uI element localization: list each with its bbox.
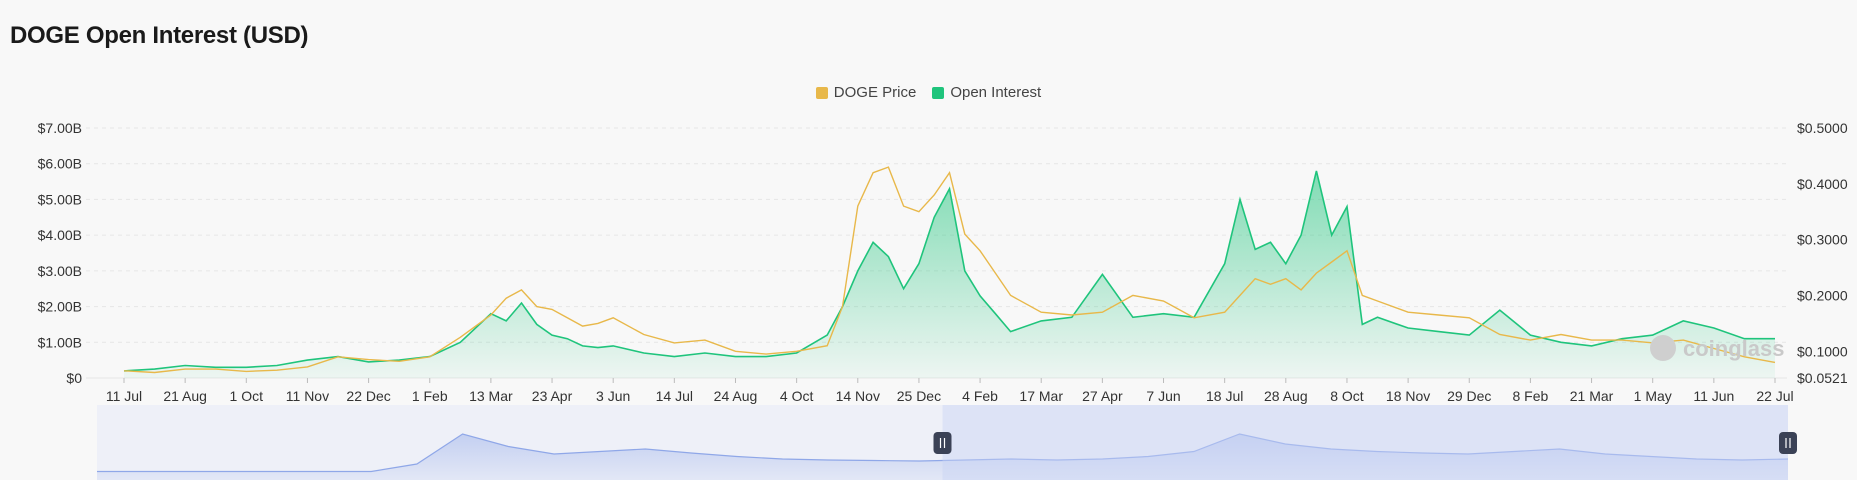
y-right-tick-label: $0.5000	[1797, 120, 1848, 136]
page-title: DOGE Open Interest (USD)	[10, 22, 309, 49]
x-tick-label: 22 Jul	[1756, 388, 1793, 404]
navigator-area	[97, 434, 1788, 480]
legend-swatch-open-interest	[932, 86, 945, 99]
navigator-selection	[942, 405, 1788, 480]
x-tick-label: 11 Jul	[106, 388, 142, 404]
x-tick-label: 29 Dec	[1447, 388, 1491, 404]
x-tick-label: 14 Jul	[656, 388, 693, 404]
x-tick-label: 11 Nov	[286, 388, 329, 404]
x-tick-label: 4 Feb	[962, 388, 998, 404]
series-layer	[123, 166, 1776, 378]
y-left-tick-label: $3.00B	[38, 263, 82, 279]
x-tick-label: 8 Feb	[1513, 388, 1549, 404]
navigator[interactable]	[97, 405, 1797, 480]
navigator-handle-left[interactable]	[933, 432, 952, 454]
legend-swatch-price	[815, 86, 828, 99]
x-axis: 11 Jul 21 Aug 1 Oct 11 Nov 22 Dec 1 Feb 13 Mar…	[106, 378, 1794, 404]
x-tick-label: 4 Oct	[780, 388, 814, 404]
series-open-interest-area	[124, 170, 1775, 378]
coinglass-logo-icon	[1650, 335, 1676, 361]
y-right-tick-label: $0.4000	[1797, 176, 1848, 192]
y-left-tick-label: $1.00B	[38, 334, 82, 350]
y-right-tick-label: $0.0521	[1797, 370, 1848, 386]
navigator-line	[97, 433, 1789, 473]
y-axis-left: $0 $1.00B $2.00B $3.00B $4.00B $5.00B $6.00B $7…	[38, 120, 83, 386]
y-left-tick-label: $4.00B	[38, 227, 82, 243]
series-doge-price-line	[123, 166, 1776, 374]
x-tick-label: 14 Nov	[836, 388, 880, 404]
x-tick-label: 8 Oct	[1330, 388, 1364, 404]
x-tick-label: 3 Jun	[596, 388, 630, 404]
y-left-tick-label: $5.00B	[38, 191, 82, 207]
watermark-text: coinglass	[1683, 336, 1784, 361]
y-right-tick-label: $0.2000	[1797, 287, 1848, 303]
y-left-tick-label: $7.00B	[38, 120, 82, 136]
navigator-handle-right[interactable]	[1779, 432, 1797, 454]
x-tick-label: 23 Apr	[532, 388, 573, 404]
y-right-tick-label: $0.3000	[1797, 232, 1848, 248]
x-tick-label: 24 Aug	[714, 388, 758, 404]
x-tick-label: 1 Oct	[230, 388, 264, 404]
handle-grip	[1779, 432, 1797, 454]
x-tick-label: 1 May	[1634, 388, 1672, 404]
y-axis-right: $0.0521 $0.1000 $0.2000 $0.3000 $0.4000 $0.50…	[1797, 120, 1848, 386]
x-tick-label: 7 Jun	[1146, 388, 1180, 404]
x-tick-label: 1 Feb	[412, 388, 448, 404]
x-tick-label: 22 Dec	[346, 388, 390, 404]
legend-item-open-interest[interactable]: Open Interest	[932, 84, 1041, 101]
x-tick-label: 11 Jun	[1693, 388, 1734, 404]
series-open-interest-line	[123, 170, 1775, 372]
x-tick-label: 18 Nov	[1386, 388, 1430, 404]
legend-label-price: DOGE Price	[833, 84, 917, 101]
x-tick-label: 17 Mar	[1019, 388, 1063, 404]
chart-legend: DOGE Price Open Interest	[0, 84, 1857, 101]
x-tick-label: 28 Aug	[1264, 388, 1308, 404]
x-tick-label: 25 Dec	[897, 388, 941, 404]
x-tick-label: 18 Jul	[1206, 388, 1243, 404]
y-left-tick-label: $2.00B	[38, 299, 82, 315]
y-right-tick-label: $0.1000	[1797, 343, 1848, 359]
x-tick-label: 21 Aug	[163, 388, 207, 404]
x-tick-label: 21 Mar	[1570, 388, 1614, 404]
handle-grip	[933, 432, 952, 454]
y-left-tick-label: $0	[66, 370, 82, 386]
legend-label-open-interest: Open Interest	[950, 84, 1042, 101]
legend-item-price[interactable]: DOGE Price	[815, 84, 917, 101]
x-tick-label: 27 Apr	[1082, 388, 1123, 404]
watermark: coinglass	[1650, 335, 1784, 361]
y-left-tick-label: $6.00B	[38, 156, 82, 172]
x-tick-label: 13 Mar	[469, 388, 513, 404]
